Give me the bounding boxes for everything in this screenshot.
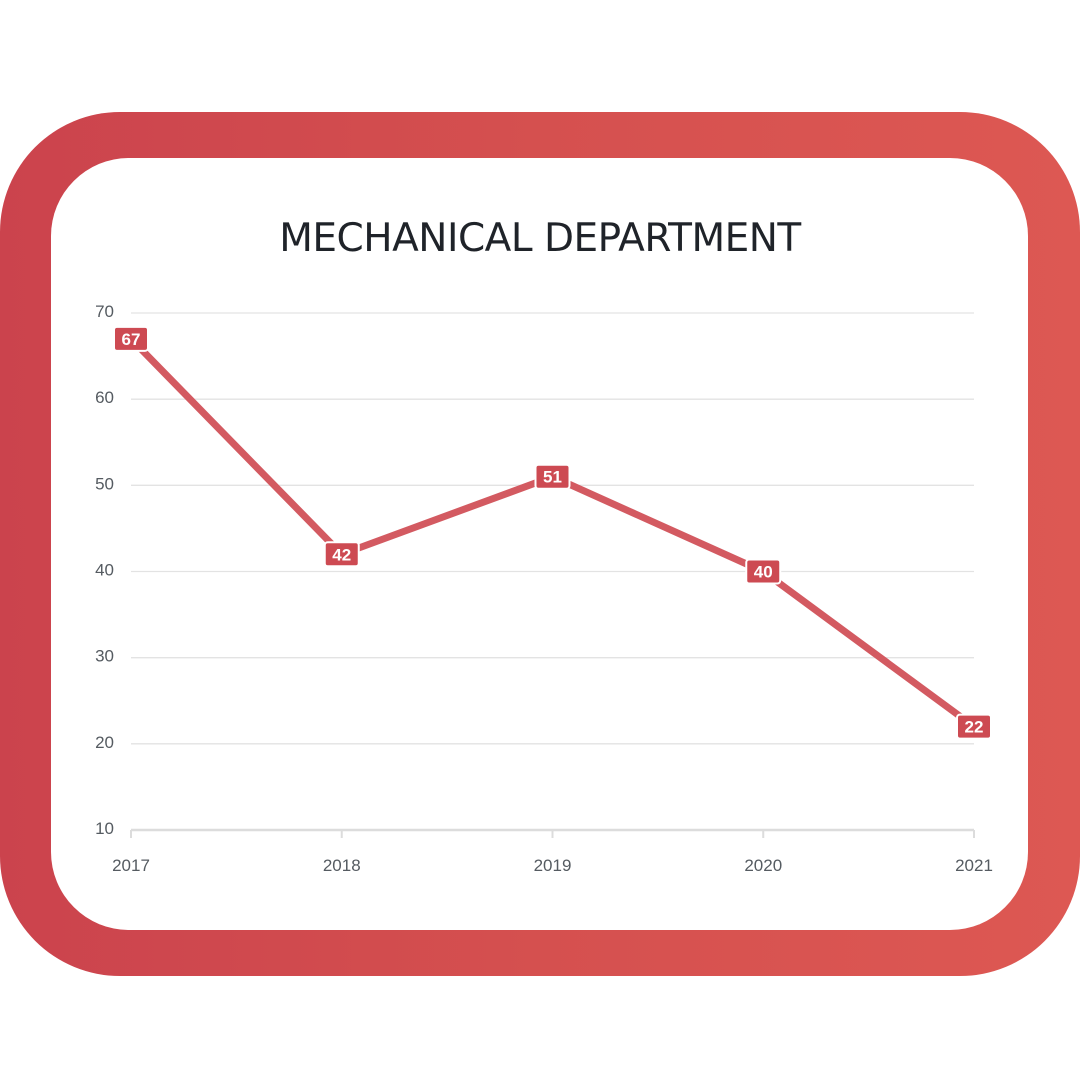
gridlines xyxy=(131,312,974,745)
data-label-text: 51 xyxy=(543,468,562,487)
data-label-box xyxy=(323,541,360,568)
y-tick-label: 40 xyxy=(95,561,114,580)
y-tick-label: 70 xyxy=(95,302,114,321)
x-tick-label: 2021 xyxy=(955,856,993,875)
data-label-text: 40 xyxy=(754,563,773,582)
data-label-text: 22 xyxy=(965,718,984,737)
data-label: 22 xyxy=(956,713,992,740)
series-line-group xyxy=(127,335,978,731)
x-tick-label: 2020 xyxy=(744,856,782,875)
y-tick-label: 20 xyxy=(95,733,114,752)
data-label-text: 67 xyxy=(122,330,141,349)
data-labels: 67 42 51 40 22 xyxy=(113,325,992,740)
data-label-text: 42 xyxy=(332,545,351,564)
x-tick-label: 2017 xyxy=(112,856,150,875)
data-label-box xyxy=(745,558,782,585)
chart-title: MECHANICAL DEPARTMENT xyxy=(279,216,801,261)
data-label-box xyxy=(113,325,149,352)
y-tick-label: 30 xyxy=(95,647,114,666)
series-line xyxy=(127,335,978,731)
data-label-box xyxy=(956,713,992,740)
x-tick-label: 2018 xyxy=(323,856,361,875)
data-label: 67 xyxy=(113,325,149,352)
y-tick-label: 60 xyxy=(95,388,114,407)
data-label: 40 xyxy=(745,558,782,585)
x-tick-label: 2019 xyxy=(534,856,572,875)
data-label: 51 xyxy=(534,463,571,490)
y-tick-label: 10 xyxy=(95,819,114,838)
y-tick-label: 50 xyxy=(95,474,114,493)
x-axis xyxy=(130,828,975,838)
x-tick-labels: 2017 2018 2019 2020 2021 xyxy=(112,856,993,875)
chart-card xyxy=(51,158,1028,930)
data-label: 42 xyxy=(323,541,360,568)
data-label-box xyxy=(534,463,571,490)
y-tick-labels: 10 20 30 40 50 60 70 xyxy=(95,302,114,838)
